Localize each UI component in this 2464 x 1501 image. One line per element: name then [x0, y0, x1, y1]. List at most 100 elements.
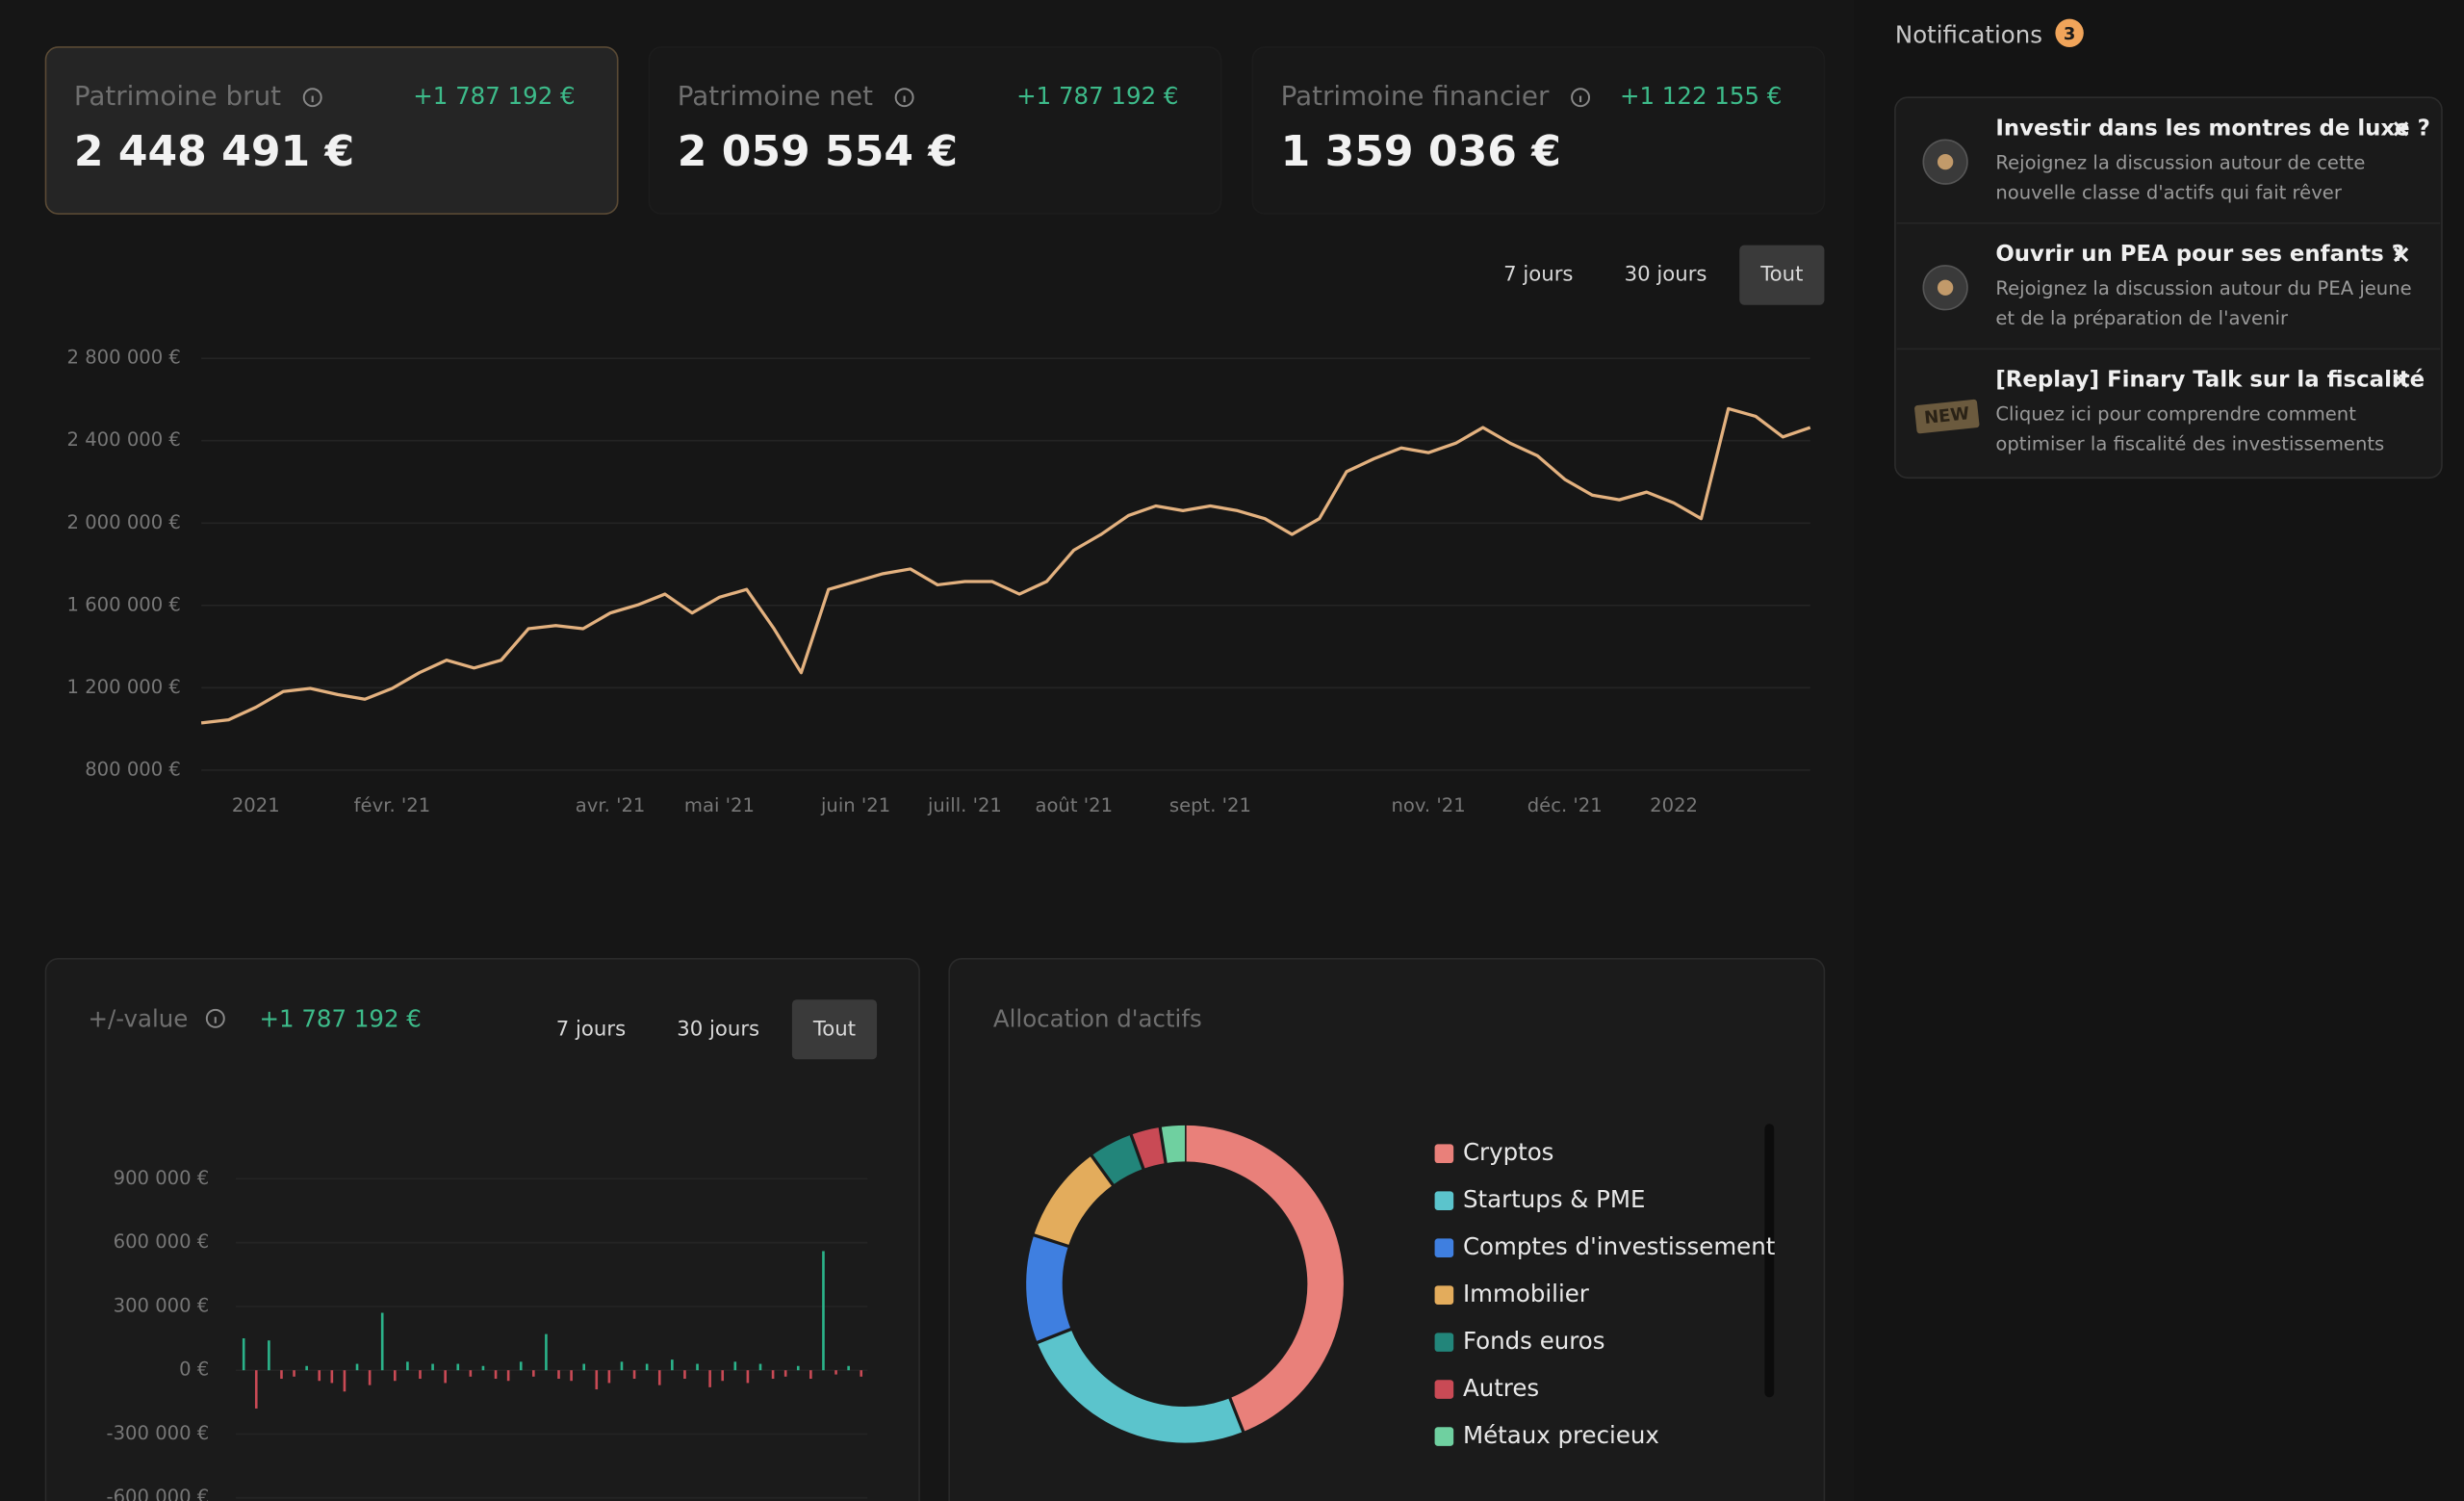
legend-label[interactable]: Comptes d'investissement	[1463, 1232, 1776, 1260]
card-value: 2 059 554 €	[678, 127, 958, 176]
bar	[431, 1363, 434, 1371]
bar	[771, 1370, 775, 1380]
bar	[582, 1363, 585, 1371]
bar	[570, 1370, 573, 1382]
legend-label[interactable]: Autres	[1463, 1374, 1539, 1402]
legend-label[interactable]: Métaux precieux	[1463, 1421, 1659, 1449]
bar	[696, 1363, 699, 1371]
new-badge	[1914, 399, 1980, 434]
bar	[545, 1333, 548, 1371]
legend-label[interactable]: Startups & PME	[1463, 1185, 1646, 1213]
card[interactable]	[44, 46, 619, 215]
notification-text: et de la préparation de l'avenir	[1995, 307, 2289, 329]
x-tick-label: juin '21	[820, 794, 890, 816]
notification-title[interactable]: Ouvrir un PEA pour ses enfants ?	[1995, 242, 2404, 267]
y-tick-label: 2 400 000 €	[67, 428, 181, 451]
bar	[305, 1365, 308, 1371]
y-tick-label: 900 000 €	[114, 1167, 210, 1189]
x-tick-label: août '21	[1035, 794, 1113, 816]
bar	[645, 1363, 649, 1371]
card[interactable]	[1251, 46, 1826, 215]
period-button-label[interactable]: Tout	[1759, 263, 1803, 287]
period-button[interactable]	[791, 999, 878, 1060]
card-value: 2 448 491 €	[74, 127, 354, 176]
bar	[293, 1370, 295, 1377]
info-icon	[1571, 88, 1591, 108]
bar	[809, 1370, 812, 1380]
info-icon	[205, 1008, 225, 1028]
donut-segment	[1160, 1125, 1186, 1164]
legend-label[interactable]: Immobilier	[1463, 1280, 1590, 1307]
donut-segment	[1131, 1126, 1167, 1170]
bar	[254, 1370, 258, 1409]
panel-change: +1 787 192 €	[260, 1004, 422, 1032]
bar	[355, 1363, 359, 1371]
close-button[interactable]	[2393, 246, 2409, 263]
y-tick-label: 0 €	[179, 1359, 209, 1381]
segment-gap	[1089, 1152, 1116, 1188]
notifications-panel	[1894, 96, 2443, 479]
period-button-label[interactable]: Tout	[812, 1017, 856, 1041]
card-label: Patrimoine financier	[1281, 80, 1550, 112]
bar	[343, 1370, 346, 1392]
bar	[419, 1370, 422, 1380]
x-tick-label: nov. '21	[1391, 794, 1465, 816]
bar	[318, 1370, 321, 1382]
y-tick-label: 600 000 €	[114, 1230, 210, 1253]
period-button[interactable]	[1739, 245, 1825, 305]
legend-label[interactable]: Cryptos	[1463, 1138, 1553, 1166]
bar	[783, 1370, 787, 1377]
notification-icon	[1937, 153, 1954, 170]
bar	[456, 1363, 460, 1371]
card[interactable]	[648, 46, 1222, 215]
panel-title: Allocation d'actifs	[993, 1004, 1202, 1032]
notification-title[interactable]: [Replay] Finary Talk sur la fiscalité	[1995, 368, 2425, 393]
donut-segment	[1026, 1234, 1071, 1343]
bar	[481, 1365, 485, 1371]
donut-segment	[1184, 1125, 1344, 1433]
bar	[671, 1359, 674, 1371]
bar	[708, 1370, 711, 1387]
notification-icon	[1937, 279, 1954, 296]
y-tick-label: 800 000 €	[85, 758, 181, 780]
card-label: Patrimoine brut	[74, 80, 281, 112]
bar	[607, 1370, 611, 1384]
legend-swatch	[1434, 1427, 1454, 1446]
segment-gap	[1227, 1395, 1246, 1435]
close-button[interactable]	[2393, 373, 2409, 388]
period-button-label[interactable]: 7 jours	[556, 1017, 626, 1041]
x-tick-label: mai '21	[684, 794, 755, 816]
bar	[506, 1370, 510, 1382]
info-icon	[894, 88, 914, 108]
period-button-label[interactable]: 30 jours	[677, 1017, 759, 1041]
bar	[330, 1370, 334, 1384]
legend-label[interactable]: Fonds euros	[1463, 1327, 1605, 1355]
period-button-label[interactable]: 7 jours	[1503, 263, 1573, 287]
bar	[268, 1340, 270, 1371]
notification-text: nouvelle classe d'actifs qui fait rêver	[1995, 181, 2342, 203]
segment-gap	[1128, 1131, 1146, 1172]
new-badge-label: NEW	[1923, 403, 1970, 428]
legend-swatch	[1434, 1144, 1454, 1164]
bar	[393, 1370, 397, 1382]
legend-swatch	[1434, 1285, 1454, 1305]
bar	[657, 1370, 661, 1385]
bar	[683, 1370, 686, 1380]
x-tick-label: avr. '21	[576, 794, 646, 816]
period-button-label[interactable]: 30 jours	[1625, 263, 1707, 287]
y-tick-label: 2 000 000 €	[67, 511, 181, 533]
bar	[406, 1361, 409, 1371]
close-button[interactable]	[2393, 121, 2409, 137]
x-tick-label: sept. '21	[1169, 794, 1251, 816]
notification-count-badge	[2055, 18, 2084, 47]
bar	[796, 1365, 800, 1371]
donut-segment	[1091, 1134, 1144, 1185]
bar	[847, 1365, 850, 1371]
y-tick-label: -600 000 €	[107, 1486, 210, 1501]
bar	[620, 1361, 624, 1371]
notification-title[interactable]: Investir dans les montres de luxe ?	[1995, 116, 2429, 141]
bar	[494, 1370, 498, 1380]
card-change: +1 787 192 €	[413, 82, 575, 110]
bar	[632, 1370, 636, 1380]
